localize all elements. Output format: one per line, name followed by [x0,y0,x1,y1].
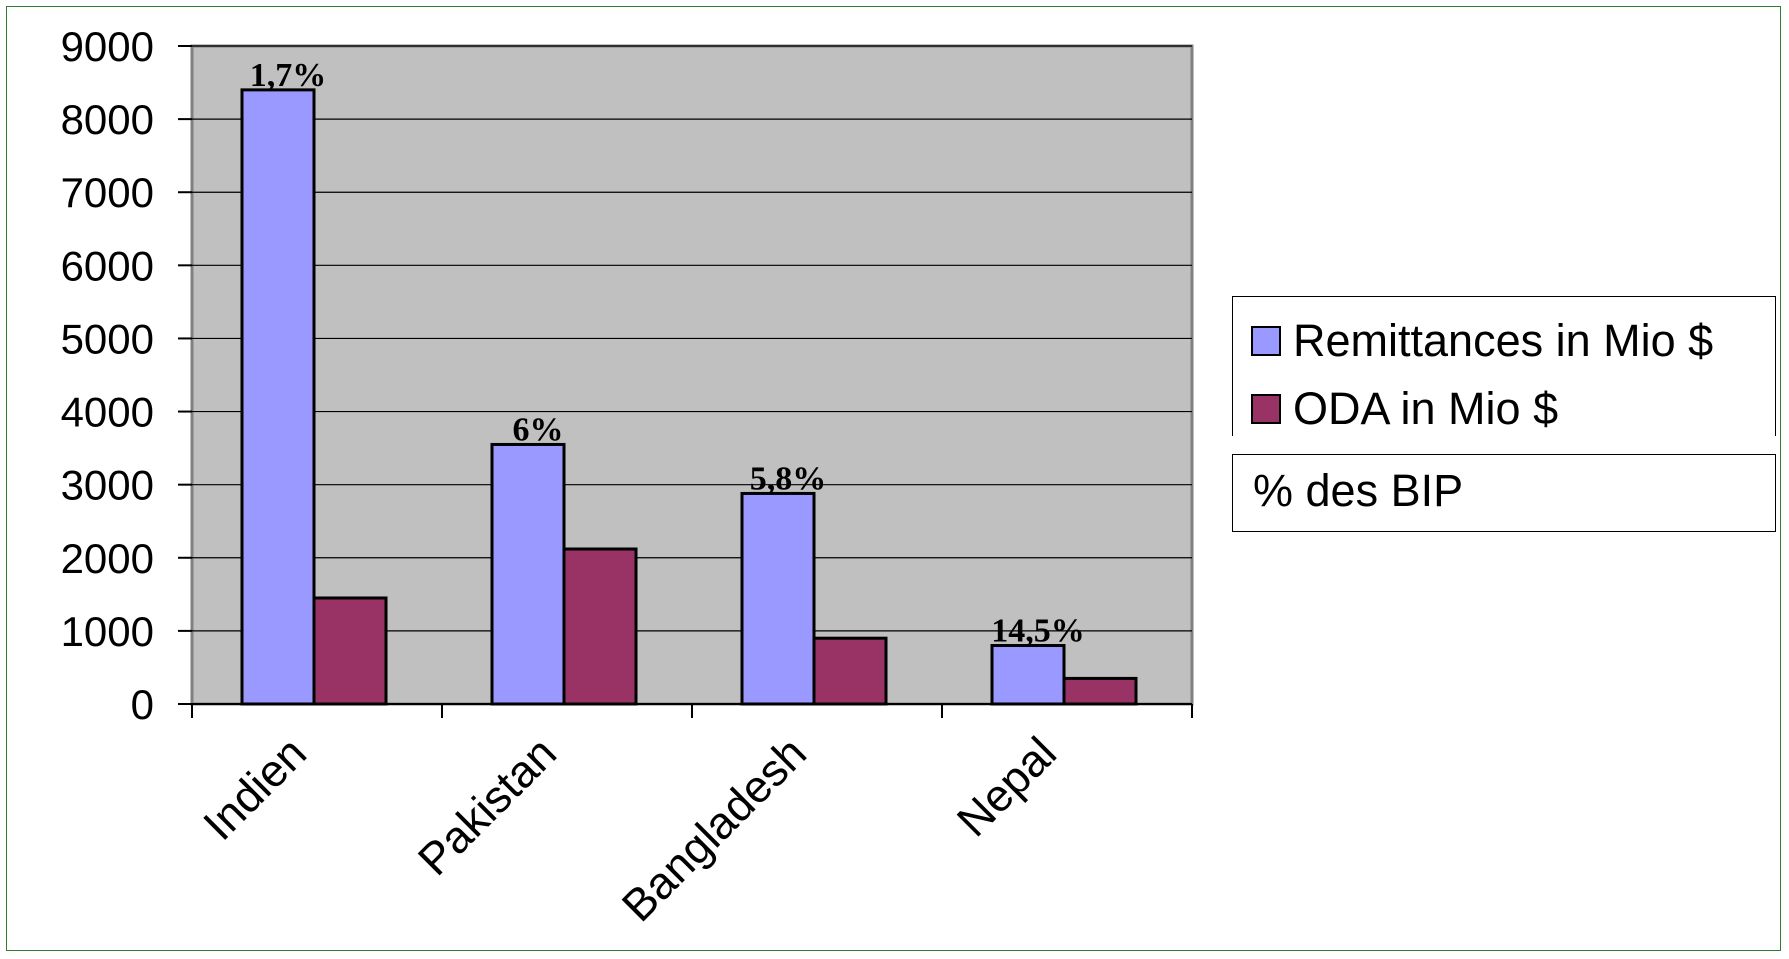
x-category-labels: Indien Pakistan Bangladesh Nepal [193,727,1066,931]
y-tick-label: 5000 [61,315,154,362]
y-tick-label: 6000 [61,242,154,289]
plot-area [190,44,1194,706]
y-tick-label: 7000 [61,169,154,216]
x-category-label-pakistan: Pakistan [408,727,566,885]
bars [240,88,1138,706]
axes [178,45,1193,718]
legend-item-remittances: Remittances in Mio $ [1251,313,1713,369]
y-tick-label: 1000 [61,608,154,655]
data-label-bangladesh: 5,8% [750,460,827,497]
legend: Remittances in Mio $ ODA in Mio $ % des … [1232,296,1776,532]
legend-item-oda: ODA in Mio $ [1251,381,1558,437]
legend-swatch-oda [1251,394,1281,424]
bar-oda-nepal [1062,676,1138,706]
gridlines [192,45,1192,632]
bar-remittances-bangladesh [740,491,816,706]
y-tick-label: 0 [131,681,154,728]
bar-remittances-pakistan [490,442,566,706]
legend-note: % des BIP [1253,465,1464,516]
y-tick-label: 3000 [61,462,154,509]
legend-note-box: % des BIP [1232,454,1776,532]
x-category-label-indien: Indien [193,727,316,850]
bar-oda-bangladesh [812,636,888,706]
bar-remittances-indien [240,88,316,706]
y-tick-label: 8000 [61,96,154,143]
bar-oda-pakistan [562,547,638,706]
bar-oda-indien [312,596,388,706]
legend-series-box: Remittances in Mio $ ODA in Mio $ [1232,296,1776,436]
legend-label-remittances: Remittances in Mio $ [1293,315,1714,366]
x-category-label-bangladesh: Bangladesh [612,727,816,931]
data-label-nepal: 14,5% [991,613,1085,650]
y-tick-label: 9000 [61,23,154,70]
data-label-pakistan: 6% [513,411,564,448]
plot-background [190,44,1194,706]
legend-swatch-remittances [1251,326,1281,356]
x-category-label-nepal: Nepal [947,727,1066,846]
data-label-indien: 1,7% [250,57,327,94]
y-tick-labels: 0 1000 2000 3000 4000 5000 6000 7000 8000 9000 [61,23,154,728]
bar-remittances-nepal [990,644,1066,706]
y-tick-label: 4000 [61,389,154,436]
legend-label-oda: ODA in Mio $ [1293,383,1559,434]
y-tick-label: 2000 [61,535,154,582]
data-labels: 1,7% 6% 5,8% 14,5% [250,57,1085,650]
